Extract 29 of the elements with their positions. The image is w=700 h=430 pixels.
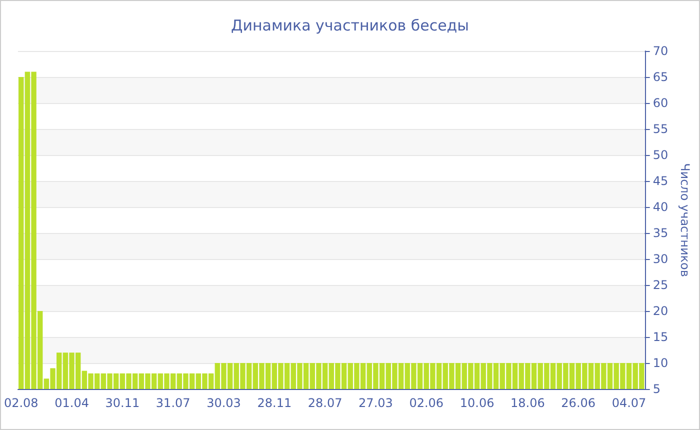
x-tick-label: 02.06: [409, 396, 444, 410]
y-tick-label: 70: [652, 44, 668, 58]
x-tick-label: 28.11: [257, 396, 292, 410]
x-tick-label: 30.11: [105, 396, 140, 410]
x-tick-label: 02.08: [4, 396, 38, 410]
y-tick-label: 10: [652, 356, 668, 370]
x-tick-label: 28.07: [308, 396, 342, 410]
y-tick-label: 20: [652, 304, 668, 318]
x-tick-label: 18.06: [510, 396, 545, 410]
y-tick-label: 50: [652, 148, 668, 162]
y-tick-label: 15: [652, 330, 668, 344]
y-tick-label: 30: [652, 252, 668, 266]
y-tick-label: 35: [652, 226, 668, 240]
x-tick-label: 04.07: [612, 396, 646, 410]
x-tick-label: 26.06: [561, 396, 596, 410]
x-tick-label: 30.03: [206, 396, 241, 410]
y-tick-label: 55: [652, 122, 668, 136]
y-tick-label: 5: [652, 382, 660, 396]
y-tick-label: 45: [652, 174, 668, 188]
x-tick-label: 27.03: [358, 396, 393, 410]
y-tick-label: 40: [652, 200, 668, 214]
x-tick-label: 31.07: [156, 396, 190, 410]
y-tick-label: 25: [652, 278, 668, 292]
y-tick-label: 60: [652, 96, 668, 110]
y-axis-title: Число участников: [678, 163, 692, 277]
y-tick-label: 65: [652, 70, 668, 84]
x-tick-label: 10.06: [460, 396, 494, 410]
x-tick-label: 01.04: [54, 396, 89, 410]
chart-title: Динамика участников беседы: [230, 16, 470, 34]
